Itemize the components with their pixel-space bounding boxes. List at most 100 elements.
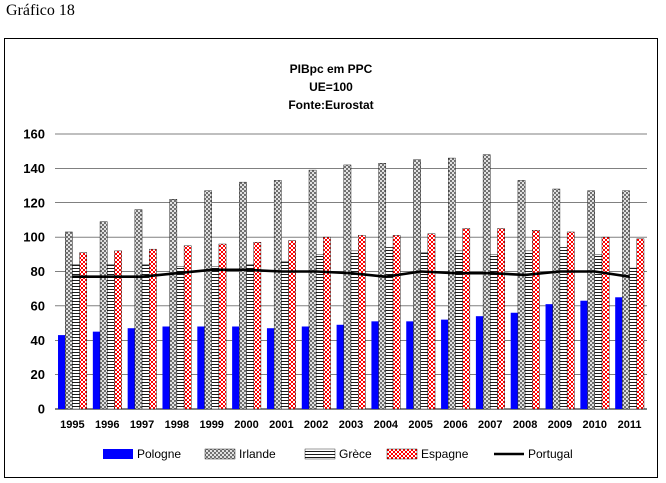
legend-swatch-grce <box>304 448 336 460</box>
legend-label-irlande: Irlande <box>239 447 276 461</box>
x-tick-label: 1998 <box>165 419 189 431</box>
bar-pologne-2002 <box>301 326 309 409</box>
x-tick-label: 1996 <box>95 419 119 431</box>
bar-grce-2007 <box>490 254 498 410</box>
bar-pologne-2004 <box>371 321 379 409</box>
bar-grce-2000 <box>246 264 254 410</box>
x-tick-label: 2002 <box>304 419 328 431</box>
bar-irlande-1999 <box>204 190 212 410</box>
bar-espagne-2009 <box>566 231 575 410</box>
legend-label-grce: Grèce <box>339 447 372 461</box>
legend: Pologne Irlande Grèce Espagne Portugal <box>103 447 573 461</box>
bar-pologne-2001 <box>266 328 275 409</box>
bar-espagne-2008 <box>532 230 540 410</box>
y-tick-label: 60 <box>31 298 45 313</box>
x-tick-label: 2003 <box>339 419 363 431</box>
bar-irlande-2010 <box>587 190 595 410</box>
bar-pologne-2010 <box>580 300 588 409</box>
bar-espagne-2010 <box>601 236 610 410</box>
bar-grce-2005 <box>420 252 429 410</box>
portugal-line <box>72 268 630 278</box>
legend-swatch-espagne <box>386 448 418 460</box>
bar-espagne-2011 <box>636 238 645 410</box>
bar-pologne-2006 <box>441 319 449 409</box>
bar-irlande-2002 <box>308 169 317 410</box>
bar-grce-2010 <box>594 254 603 410</box>
bar-irlande-2008 <box>517 180 526 410</box>
chart-title-line: PIBpc em PPC <box>290 62 373 76</box>
bar-irlande-2011 <box>622 190 630 410</box>
legend-swatch-pologne <box>103 449 133 459</box>
y-tick-label: 160 <box>23 127 45 142</box>
bar-irlande-2000 <box>239 181 247 410</box>
x-tick-label: 2011 <box>618 419 642 431</box>
x-tick-label: 2007 <box>478 419 502 431</box>
x-tick-label: 2006 <box>443 419 467 431</box>
bar-espagne-2001 <box>288 240 296 410</box>
chart-subtitle-line: UE=100 <box>309 80 353 94</box>
bar-grce-2002 <box>315 254 324 410</box>
bar-espagne-2003 <box>358 235 366 410</box>
x-tick-label: 2004 <box>374 419 399 431</box>
bar-irlande-2005 <box>413 159 421 410</box>
x-tick-label: 1997 <box>130 419 154 431</box>
y-axis-ticks: 0 20 40 60 80 100 120 140 160 <box>23 127 45 417</box>
x-tick-label: 2001 <box>269 419 293 431</box>
bar-espagne-1997 <box>149 248 157 410</box>
bar-pologne-2000 <box>232 326 240 409</box>
bar-irlande-2006 <box>448 157 456 410</box>
bar-irlande-2003 <box>343 164 352 410</box>
bar-grce-2006 <box>455 250 463 410</box>
legend-label-espagne: Espagne <box>421 447 469 461</box>
y-tick-label: 0 <box>38 402 45 417</box>
bar-grce-1995 <box>72 264 80 410</box>
bar-espagne-1996 <box>114 250 122 410</box>
x-tick-label: 2008 <box>513 419 537 431</box>
bar-espagne-1999 <box>218 243 227 410</box>
bar-chart: PIBpc em PPC UE=100 Fonte:Eurostat 0 20 40… <box>23 62 647 461</box>
bar-espagne-1995 <box>79 252 88 410</box>
bar-grce-2011 <box>629 267 637 410</box>
bar-pologne-1998 <box>162 326 170 409</box>
bar-pologne-1997 <box>127 328 135 409</box>
bar-irlande-2007 <box>482 154 491 410</box>
line-portugal <box>72 268 630 278</box>
figure-caption: Gráfico 18 <box>6 2 75 19</box>
y-tick-label: 100 <box>23 230 45 245</box>
bar-espagne-2007 <box>497 228 505 410</box>
chart-frame: PIBpc em PPC UE=100 Fonte:Eurostat 0 20 40… <box>4 38 658 478</box>
chart-title: PIBpc em PPC UE=100 Fonte:Eurostat <box>288 62 373 112</box>
y-tick-label: 120 <box>23 195 45 210</box>
bar-espagne-2004 <box>392 235 401 410</box>
legend-label-portugal: Portugal <box>528 447 573 461</box>
bar-espagne-2005 <box>427 233 436 410</box>
x-tick-label: 2005 <box>408 419 432 431</box>
bar-irlande-1995 <box>65 231 73 410</box>
bar-espagne-1998 <box>183 245 192 410</box>
x-tick-label: 2000 <box>234 419 258 431</box>
x-tick-label: 2009 <box>548 419 572 431</box>
y-tick-label: 140 <box>23 161 45 176</box>
bar-pologne-1996 <box>92 331 101 409</box>
x-tick-label: 1999 <box>199 419 223 431</box>
legend-label-pologne: Pologne <box>137 447 181 461</box>
bar-espagne-2002 <box>323 236 331 410</box>
bar-pologne-2011 <box>615 297 623 409</box>
bar-pologne-1999 <box>197 326 205 409</box>
bar-espagne-2006 <box>462 228 471 410</box>
bar-irlande-2001 <box>273 180 282 410</box>
bar-irlande-1998 <box>169 199 178 410</box>
chart-source-line: Fonte:Eurostat <box>288 98 373 112</box>
bar-pologne-2003 <box>336 324 344 409</box>
y-tick-label: 40 <box>31 333 45 348</box>
bar-irlande-2009 <box>552 188 561 410</box>
bar-pologne-2009 <box>545 304 553 409</box>
x-axis-ticks: 1995 1996 1997 1998 1999 2000 2001 2002 2003 2004… <box>60 419 641 431</box>
bar-irlande-1997 <box>134 209 143 410</box>
bar-irlande-1996 <box>99 221 108 410</box>
bar-espagne-2000 <box>253 242 262 410</box>
x-tick-label: 1995 <box>60 419 84 431</box>
legend-swatch-irlande <box>204 448 236 460</box>
bar-pologne-1995 <box>58 335 66 409</box>
y-tick-label: 20 <box>31 367 45 382</box>
